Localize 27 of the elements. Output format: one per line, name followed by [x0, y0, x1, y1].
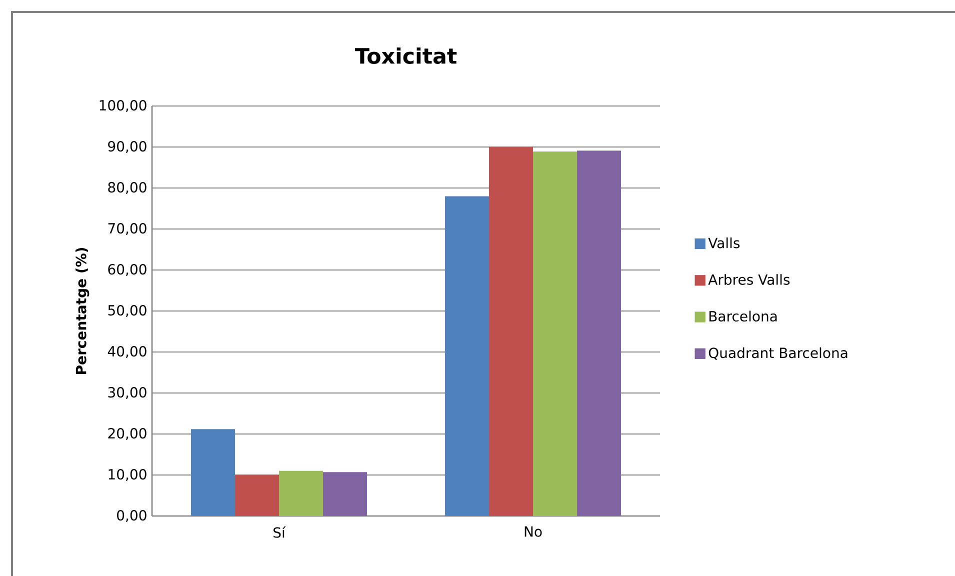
y-tick-label: 20,00: [108, 428, 146, 440]
x-tick-label: Sí: [274, 526, 286, 538]
x-tick-label: No: [524, 526, 542, 537]
y-tick-label: 60,00: [108, 264, 146, 276]
legend-label: Arbres Valls: [708, 274, 790, 285]
y-axis-title: Percentatge (%): [76, 248, 90, 374]
legend-label: Barcelona: [709, 310, 777, 322]
bar: [323, 472, 368, 516]
bar: [577, 150, 622, 516]
bar: [489, 146, 534, 516]
y-tick-label: 30,00: [108, 386, 146, 400]
y-tick-label: 40,00: [108, 346, 146, 358]
bar: [533, 152, 578, 516]
bar: [235, 475, 280, 516]
y-tick-label: 90,00: [108, 140, 146, 154]
bar: [279, 470, 324, 516]
bar: [191, 429, 236, 516]
y-tick-label: 10,00: [108, 468, 146, 482]
y-tick-label: 0,00: [117, 510, 146, 522]
legend-label: Quadrant Barcelona: [708, 347, 848, 360]
chart-title: Toxicitat: [355, 47, 457, 64]
y-tick-label: 80,00: [108, 182, 146, 194]
legend-label: Valls: [708, 237, 740, 248]
y-tick-label: 70,00: [108, 222, 146, 236]
y-tick-label: 100,00: [100, 100, 146, 112]
y-tick-label: 50,00: [108, 304, 146, 318]
bar: [445, 196, 490, 516]
